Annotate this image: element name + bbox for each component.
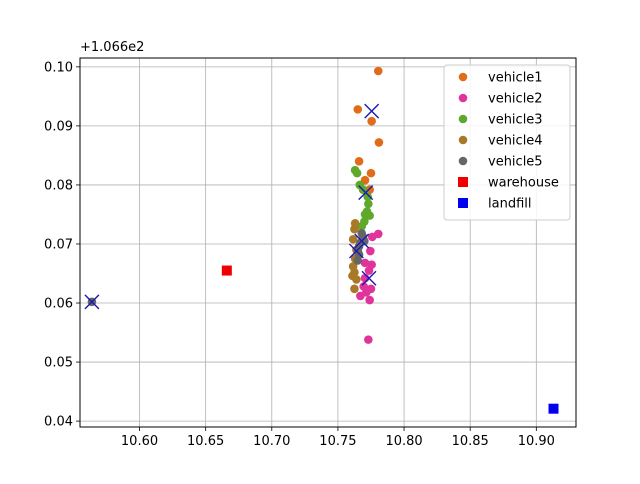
y-tick-label: 0.09 <box>44 119 73 134</box>
legend-marker <box>458 135 468 145</box>
cross-stroke <box>358 185 374 201</box>
cross-markers <box>84 103 380 310</box>
x-axis: 10.60 10.65 10.70 10.75 10.80 10.85 10.90 <box>121 427 555 449</box>
cross-marker <box>361 270 377 286</box>
vehicle3-series <box>350 165 374 231</box>
legend-label: vehicle3 <box>488 113 543 128</box>
vehicle1-point <box>365 185 374 194</box>
legend-item-warehouse: warehouse <box>458 176 559 191</box>
vehicle4-point <box>350 284 359 294</box>
vehicle2-point <box>364 266 374 275</box>
x-tick-label: 10.75 <box>319 434 356 449</box>
y-tick-label: 0.07 <box>44 237 73 252</box>
legend: vehicle1 vehicle2 vehicle3 vehicle4 vehicle5… <box>443 64 571 221</box>
vehicle1-point <box>354 157 364 166</box>
y-tick-label: 0.10 <box>44 60 73 75</box>
vehicle1-point <box>353 105 363 114</box>
x-tick-label: 10.65 <box>187 434 224 449</box>
legend-item-vehicle4: vehicle4 <box>458 134 543 149</box>
legend-label: vehicle5 <box>488 155 543 170</box>
cross-marker <box>84 294 100 310</box>
vehicle3-point <box>365 211 374 220</box>
legend-label: warehouse <box>488 176 559 191</box>
grid <box>80 58 576 427</box>
legend-marker <box>458 198 468 208</box>
vehicle2-series <box>356 229 383 344</box>
cross-marker <box>354 233 370 249</box>
cross-stroke <box>364 103 380 119</box>
vehicle3-point <box>364 199 373 209</box>
vehicle5-point <box>353 256 363 265</box>
legend-marker <box>458 156 468 166</box>
y-tick-label: 0.05 <box>44 356 73 371</box>
y-axis: 0.04 0.05 0.06 0.07 0.08 0.09 0.10 <box>44 60 80 430</box>
vehicle2-point <box>365 295 374 305</box>
legend-item-vehicle5: vehicle5 <box>458 155 543 170</box>
vehicle4-point <box>350 224 359 234</box>
cross-marker <box>348 243 364 259</box>
vehicle3-point <box>357 221 367 231</box>
chart-marks <box>87 66 559 414</box>
x-tick-label: 10.60 <box>121 434 158 449</box>
warehouse-series <box>221 265 232 276</box>
x-tick-label: 10.70 <box>253 434 290 449</box>
vehicle2-point <box>368 232 377 242</box>
warehouse-marker <box>221 265 232 276</box>
legend-label: vehicle4 <box>488 134 543 149</box>
y-tick-label: 0.08 <box>44 178 73 193</box>
x-tick-label: 10.85 <box>452 434 489 449</box>
cross-stroke <box>84 294 100 310</box>
x-tick-label: 10.90 <box>518 434 555 449</box>
x-tick-label: 10.80 <box>385 434 422 449</box>
axes-frame <box>79 57 577 428</box>
vehicle1-point <box>373 66 383 76</box>
vehicle2-point <box>360 258 370 268</box>
legend-marker <box>458 114 468 124</box>
y-axis-offset-label: +1.066e2 <box>80 40 144 55</box>
legend-label: landfill <box>488 197 531 212</box>
vehicle2-point <box>356 291 365 301</box>
landfill-marker <box>548 403 559 414</box>
y-tick-label: 0.04 <box>44 415 73 430</box>
legend-marker <box>458 177 468 187</box>
cross-stroke <box>354 233 370 249</box>
vehicle1-point <box>367 116 376 126</box>
vehicle4-point <box>348 234 358 244</box>
vehicle1-point <box>374 138 384 147</box>
legend-item-vehicle2: vehicle2 <box>458 92 543 107</box>
legend-label: vehicle1 <box>488 71 543 86</box>
legend-box <box>443 64 571 221</box>
y-tick-label: 0.06 <box>44 297 73 312</box>
cross-stroke <box>348 243 364 259</box>
legend-item-vehicle1: vehicle1 <box>458 71 543 86</box>
legend-marker <box>458 72 468 82</box>
legend-item-landfill: landfill <box>458 197 531 212</box>
vehicle2-point <box>366 246 375 256</box>
cross-stroke <box>361 270 377 286</box>
legend-label: vehicle2 <box>488 92 543 107</box>
vehicle2-point <box>364 335 373 344</box>
vehicle1-series <box>353 66 384 194</box>
vehicle1-point <box>366 168 376 178</box>
vehicle3-point <box>352 168 362 178</box>
legend-marker <box>458 93 468 103</box>
vehicle4-point <box>352 275 361 284</box>
landfill-series <box>548 403 559 414</box>
vehicle3-point <box>363 192 372 202</box>
cross-marker <box>364 103 380 119</box>
legend-item-vehicle3: vehicle3 <box>458 113 543 128</box>
cross-marker <box>358 185 374 201</box>
